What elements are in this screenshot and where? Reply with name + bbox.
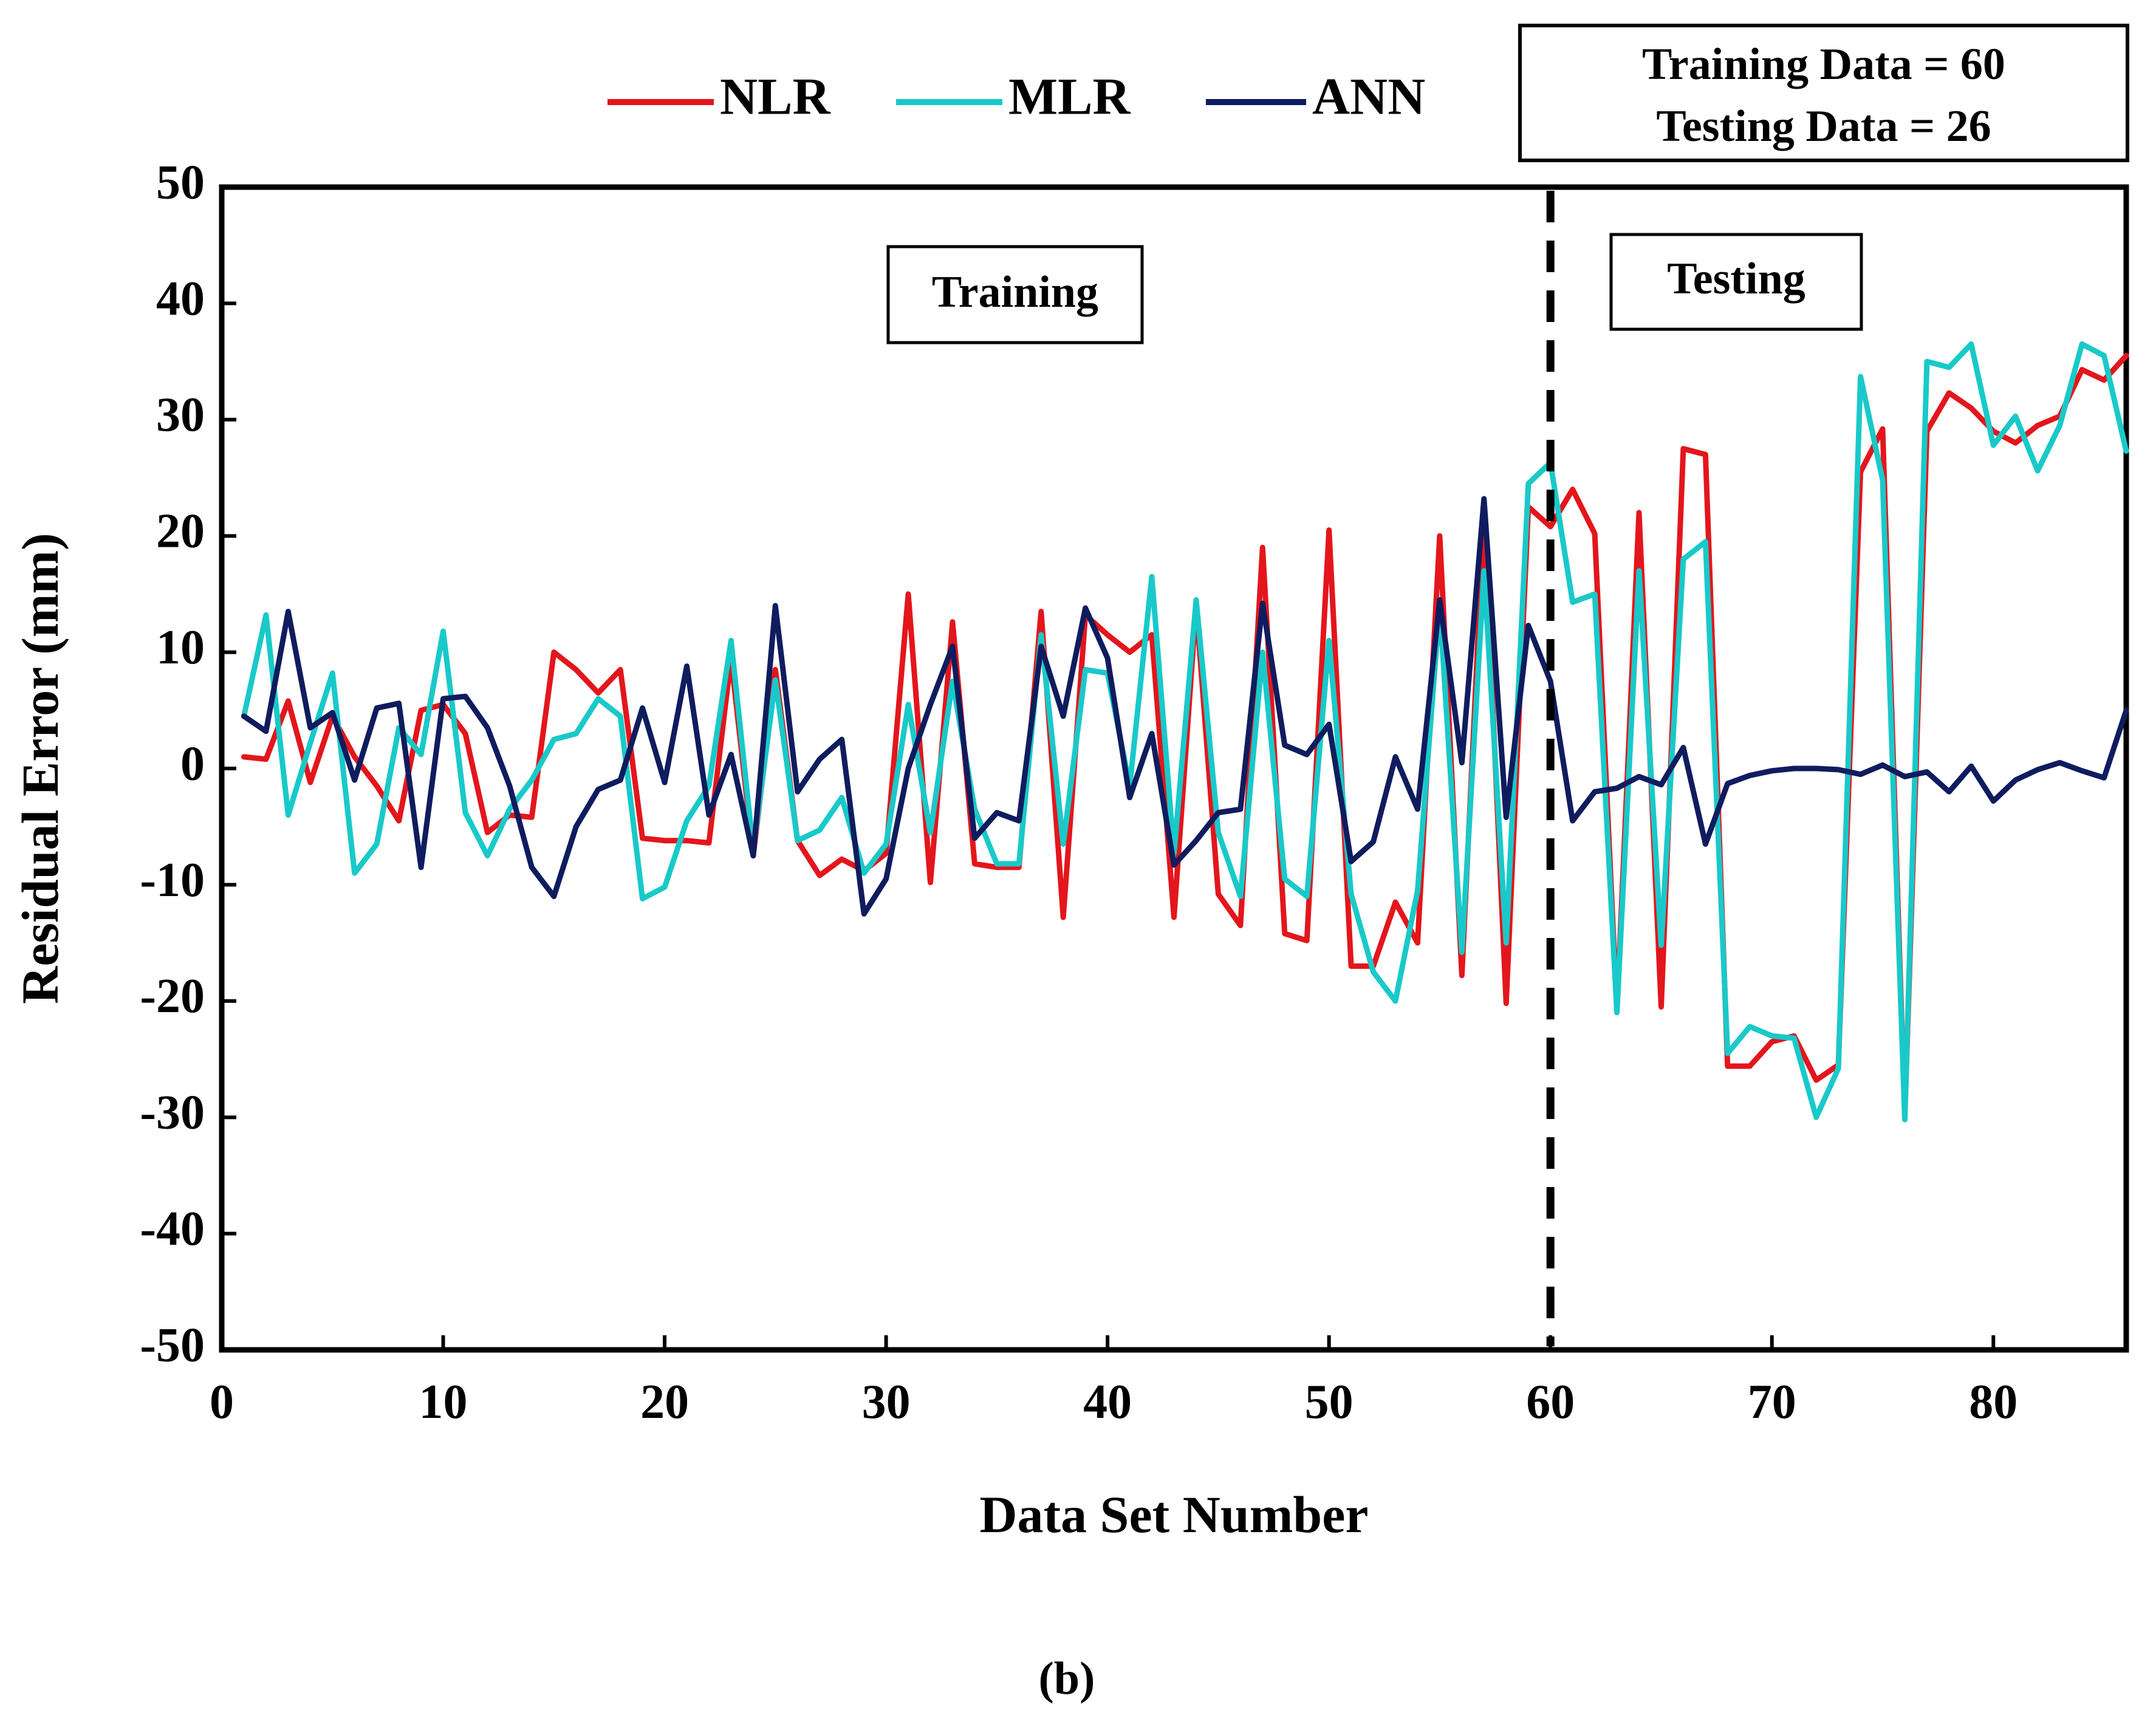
series-line-mlr xyxy=(241,341,2129,1123)
y-tick-labels: -50 -40 -30 -20 -10 0 10 20 30 40 50 xyxy=(140,156,205,1372)
figure-caption: (b) xyxy=(1039,1653,1095,1704)
legend: NLR MLR ANN xyxy=(607,67,1425,126)
y-tick-label: 0 xyxy=(180,737,205,790)
y-tick-label: 20 xyxy=(156,505,205,558)
y-tick-label: -40 xyxy=(140,1202,205,1256)
y-axis-title: Residual Error (mm) xyxy=(11,533,69,1004)
y-tick-label: 40 xyxy=(156,272,205,326)
testing-annotation-box xyxy=(1609,233,1863,331)
training-count-label: Training Data = 60 xyxy=(1642,39,2005,89)
x-tick-label: 80 xyxy=(1969,1375,2017,1429)
series-layer xyxy=(241,341,2129,1123)
legend-label-mlr: MLR xyxy=(1008,67,1131,126)
x-tick-label: 20 xyxy=(640,1375,689,1429)
series-line-nlr xyxy=(241,353,2129,1120)
x-tick-labels: 0 10 20 30 40 50 60 70 80 xyxy=(210,1375,2017,1429)
x-tick-label: 40 xyxy=(1083,1375,1132,1429)
data-count-box xyxy=(1518,24,2129,162)
x-tick-label: 30 xyxy=(862,1375,911,1429)
y-tick-marks xyxy=(222,185,236,1352)
training-annotation: Training xyxy=(932,267,1098,317)
y-tick-label: -50 xyxy=(140,1318,205,1372)
series-line-ann xyxy=(241,496,2129,917)
testing-annotation: Testing xyxy=(1667,254,1805,304)
y-tick-label: 50 xyxy=(156,156,205,209)
legend-label-nlr: NLR xyxy=(720,67,830,126)
x-tick-label: 10 xyxy=(419,1375,468,1429)
y-tick-label: -30 xyxy=(140,1086,205,1140)
x-tick-label: 0 xyxy=(210,1375,234,1429)
training-annotation-box xyxy=(886,245,1144,344)
y-tick-label: -20 xyxy=(140,970,205,1023)
x-axis-title: Data Set Number xyxy=(979,1485,1368,1544)
x-tick-label: 60 xyxy=(1526,1375,1575,1429)
testing-count-label: Testing Data = 26 xyxy=(1656,101,1991,151)
y-tick-label: 30 xyxy=(156,388,205,442)
legend-label-ann: ANN xyxy=(1312,67,1425,126)
x-tick-label: 70 xyxy=(1748,1375,1796,1429)
x-tick-label: 50 xyxy=(1305,1375,1353,1429)
y-tick-label: -10 xyxy=(140,854,205,907)
y-tick-label: 10 xyxy=(156,621,205,674)
